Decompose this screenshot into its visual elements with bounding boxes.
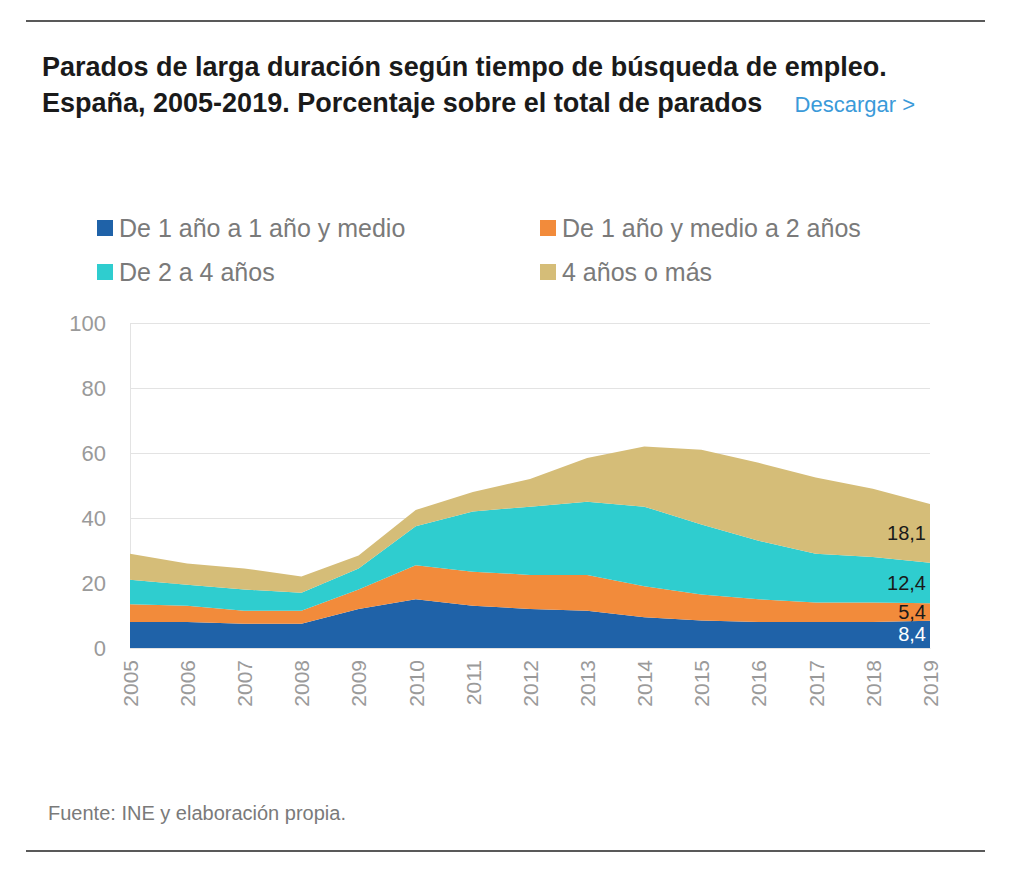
y-axis-line	[131, 324, 931, 649]
x-tick: 2013	[576, 648, 599, 707]
x-tick-label: 2009	[347, 660, 370, 707]
y-tick-label: 40	[82, 506, 106, 531]
x-tick-label: 2014	[633, 660, 656, 707]
legend-label: De 1 año y medio a 2 años	[562, 214, 861, 242]
x-tick-label: 2019	[919, 660, 942, 707]
y-axis: 0 20 40 60 80 100	[69, 311, 930, 661]
grid-line	[130, 453, 930, 454]
data-label: 5,4	[898, 601, 926, 623]
grid-line	[130, 323, 930, 324]
x-tick: 2016	[747, 648, 770, 707]
data-label: 8,4	[898, 623, 926, 645]
x-tick: 2010	[405, 648, 428, 707]
area	[130, 447, 930, 593]
x-tick-label: 2007	[233, 660, 256, 707]
x-tick: 2014	[633, 648, 656, 707]
legend-swatch	[97, 264, 113, 280]
x-tick-label: 2016	[747, 660, 770, 707]
legend-label: 4 años o más	[562, 258, 712, 286]
title: Parados de larga duración según tiempo d…	[42, 52, 887, 118]
chart: Parados de larga duración según tiempo d…	[0, 0, 1024, 871]
legend-item: De 1 año a 1 año y medio	[97, 214, 405, 242]
x-axis: 2005 2006 2007 2008 2009 2010 2011 2012 2013 2014…	[119, 648, 942, 707]
x-tick: 2006	[176, 648, 199, 707]
x-tick: 2012	[519, 648, 542, 707]
x-tick: 2018	[862, 648, 885, 707]
data-labels: 8,45,4 12,4 18,1	[887, 522, 926, 645]
areas	[130, 447, 930, 649]
bottom-rule	[26, 850, 985, 852]
x-tick-label: 2015	[690, 660, 713, 707]
y-tick-label: 100	[69, 311, 106, 336]
x-tick: 2005	[119, 648, 142, 707]
y-tick: 80	[82, 376, 930, 401]
x-tick-label: 2011	[462, 660, 485, 705]
y-tick-label: 0	[94, 636, 106, 661]
download-link[interactable]: Descargar >	[795, 92, 915, 117]
top-rule	[26, 20, 985, 22]
legend-item: 4 años o más	[540, 258, 712, 286]
legend-label: De 2 a 4 años	[119, 258, 275, 286]
y-tick-label: 20	[82, 571, 106, 596]
x-tick-label: 2010	[405, 660, 428, 707]
legend-swatch	[97, 220, 113, 236]
x-tick-label: 2008	[290, 660, 313, 707]
y-tick-label: 80	[82, 376, 106, 401]
x-tick-label: 2012	[519, 660, 542, 707]
legend-label: De 1 año a 1 año y medio	[119, 214, 405, 242]
legend-swatch	[540, 220, 556, 236]
x-tick: 2019	[919, 648, 942, 707]
source: Fuente: INE y elaboración propia.	[48, 802, 346, 824]
x-tick-label: 2005	[119, 660, 142, 707]
x-tick: 2007	[233, 648, 256, 707]
grid-line	[130, 648, 930, 649]
legend-item: De 2 a 4 años	[97, 258, 275, 286]
x-tick-label: 2006	[176, 660, 199, 707]
x-tick-label: 2018	[862, 660, 885, 707]
x-tick: 2011	[462, 648, 485, 705]
x-tick: 2008	[290, 648, 313, 707]
plot: 0 20 40 60 80 100 2005 2006 2007 2008 2009 2010 2011…	[69, 311, 942, 707]
x-axis-line	[131, 648, 931, 649]
x-tick: 2017	[805, 648, 828, 707]
x-tick: 2015	[690, 648, 713, 707]
x-tick-label: 2013	[576, 660, 599, 707]
legend-item: De 1 año y medio a 2 años	[540, 214, 861, 242]
y-tick: 100	[69, 311, 930, 336]
legend: De 1 año a 1 año y medio De 1 año y medio…	[97, 214, 861, 286]
y-tick-label: 60	[82, 441, 106, 466]
legend-swatch	[540, 264, 556, 280]
x-tick-label: 2017	[805, 660, 828, 707]
data-label: 12,4	[887, 572, 926, 594]
x-tick: 2009	[347, 648, 370, 707]
data-label: 18,1	[887, 522, 926, 544]
grid-line	[130, 388, 930, 389]
y-tick: 60	[82, 441, 930, 466]
